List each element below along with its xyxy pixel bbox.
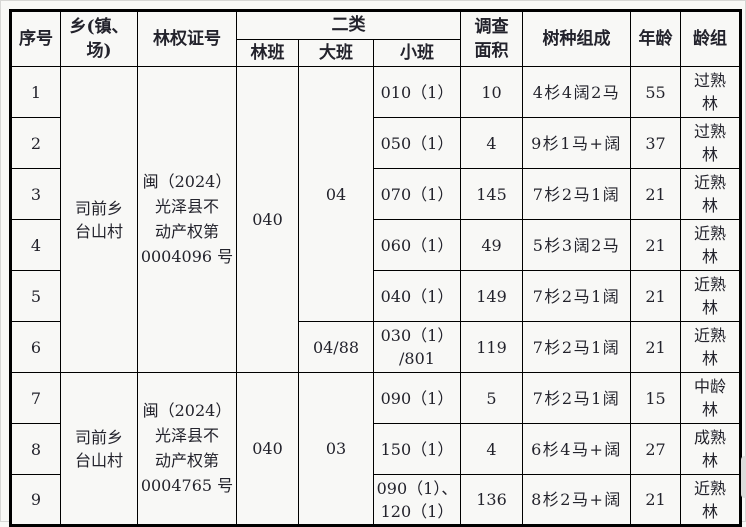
forest-survey-table: 序号 乡(镇、 场) 林权证号 二类 调查 面积 树种组成 年龄 龄组 林班 大… xyxy=(9,9,742,527)
cell-seq: 7 xyxy=(10,372,61,425)
col-header-township: 乡(镇、 场) xyxy=(60,9,138,68)
cell-linban: 040 xyxy=(236,66,299,374)
cell-xiaoban: 050（1） xyxy=(373,117,461,170)
cell-age: 21 xyxy=(630,168,681,221)
cell-area: 49 xyxy=(460,219,523,272)
table-row: 2 050（1） 4 9杉1马+阔 37 过熟 林 xyxy=(10,117,741,170)
cell-xiaoban: 090（1）、 120（1） xyxy=(373,474,461,527)
cell-age: 21 xyxy=(630,321,681,374)
cell-age-group: 中龄 林 xyxy=(680,372,741,425)
cell-daban: 03 xyxy=(298,372,374,527)
cell-xiaoban: 090（1） xyxy=(373,372,461,425)
col-header-linban: 林班 xyxy=(236,38,299,68)
table-row: 3 070（1） 145 7杉2马1阔 21 近熟 林 xyxy=(10,168,741,221)
table-header-row: 序号 乡(镇、 场) 林权证号 二类 调查 面积 树种组成 年龄 龄组 xyxy=(10,9,741,68)
col-header-area: 调查 面积 xyxy=(460,9,523,68)
cell-township: 司前乡 台山村 xyxy=(60,66,138,374)
col-header-species: 树种组成 xyxy=(522,9,631,68)
col-header-age: 年龄 xyxy=(630,9,681,68)
cell-daban: 04/88 xyxy=(298,321,374,374)
cell-species: 7杉2马1阔 xyxy=(522,270,631,323)
cell-species: 7杉2马1阔 xyxy=(522,321,631,374)
cell-seq: 9 xyxy=(10,474,61,527)
cell-seq: 6 xyxy=(10,321,61,374)
col-header-class2: 二类 xyxy=(236,10,461,40)
cell-age-group: 近熟 林 xyxy=(680,168,741,221)
cell-age-group: 近熟 林 xyxy=(680,270,741,323)
table-row: 7 司前乡 台山村 闽（2024） 光泽县不 动产权第 0004765 号 04… xyxy=(10,372,741,527)
cell-age-group: 近熟 林 xyxy=(680,474,741,527)
cell-age: 27 xyxy=(630,423,681,476)
cell-daban: 04 xyxy=(298,66,374,323)
cell-xiaoban: 150（1） xyxy=(373,423,461,476)
table-row: 1 司前乡 台山村 闽（2024） 光泽县不 动产权第 0004096 号 04… xyxy=(10,66,741,374)
col-header-seq: 序号 xyxy=(10,9,61,68)
cell-age-group: 过熟 林 xyxy=(680,66,741,119)
col-header-age-group: 龄组 xyxy=(680,9,741,68)
cell-xiaoban: 040（1） xyxy=(373,270,461,323)
cell-seq: 3 xyxy=(10,168,61,221)
cell-species: 7杉2马1阔 xyxy=(522,372,631,425)
cell-area: 4 xyxy=(460,423,523,476)
table-row: 6 04/88 030（1） /801 119 7杉2马1阔 21 近熟 林 xyxy=(10,321,741,374)
cell-species: 7杉2马1阔 xyxy=(522,168,631,221)
cell-age: 37 xyxy=(630,117,681,170)
cell-township: 司前乡 台山村 xyxy=(60,372,138,527)
table-row: 9 090（1）、 120（1） 136 8杉2马+阔 21 近熟 林 xyxy=(10,474,741,527)
col-header-daban: 大班 xyxy=(298,38,374,68)
cell-area: 149 xyxy=(460,270,523,323)
cell-species: 8杉2马+阔 xyxy=(522,474,631,527)
cell-cert: 闽（2024） 光泽县不 动产权第 0004096 号 xyxy=(137,66,237,374)
cell-area: 119 xyxy=(460,321,523,374)
cell-age-group: 近熟 林 xyxy=(680,321,741,374)
cell-area: 5 xyxy=(460,372,523,425)
cell-species: 9杉1马+阔 xyxy=(522,117,631,170)
cell-age: 21 xyxy=(630,219,681,272)
cell-species: 6杉4马+阔 xyxy=(522,423,631,476)
cell-area: 4 xyxy=(460,117,523,170)
cell-cert: 闽（2024） 光泽县不 动产权第 0004765 号 xyxy=(137,372,237,527)
cell-xiaoban: 010（1） xyxy=(373,66,461,119)
cell-area: 136 xyxy=(460,474,523,527)
cell-seq: 4 xyxy=(10,219,61,272)
table-row: 5 040（1） 149 7杉2马1阔 21 近熟 林 xyxy=(10,270,741,323)
cell-seq: 8 xyxy=(10,423,61,476)
cell-species: 4杉4阔2马 xyxy=(522,66,631,119)
table-row: 8 150（1） 4 6杉4马+阔 27 成熟 林 xyxy=(10,423,741,476)
cell-age-group: 过熟 林 xyxy=(680,117,741,170)
cell-area: 10 xyxy=(460,66,523,119)
cell-age: 55 xyxy=(630,66,681,119)
cell-age: 21 xyxy=(630,270,681,323)
table-subheader-row: 林班 大班 小班 xyxy=(11,38,741,68)
cell-age-group: 近熟 林 xyxy=(680,219,741,272)
cell-seq: 1 xyxy=(10,66,61,119)
cell-area: 145 xyxy=(460,168,523,221)
cell-xiaoban: 030（1） /801 xyxy=(373,321,461,374)
page-edge-artifact xyxy=(741,456,746,498)
cell-age: 15 xyxy=(630,372,681,425)
cell-seq: 2 xyxy=(10,117,61,170)
cell-xiaoban: 060（1） xyxy=(373,219,461,272)
cell-age: 21 xyxy=(630,474,681,527)
col-header-xiaoban: 小班 xyxy=(373,38,461,68)
cell-linban: 040 xyxy=(236,372,299,527)
cell-species: 5杉3阔2马 xyxy=(522,219,631,272)
cell-seq: 5 xyxy=(10,270,61,323)
col-header-cert: 林权证号 xyxy=(137,9,237,68)
cell-age-group: 成熟 林 xyxy=(680,423,741,476)
cell-xiaoban: 070（1） xyxy=(373,168,461,221)
